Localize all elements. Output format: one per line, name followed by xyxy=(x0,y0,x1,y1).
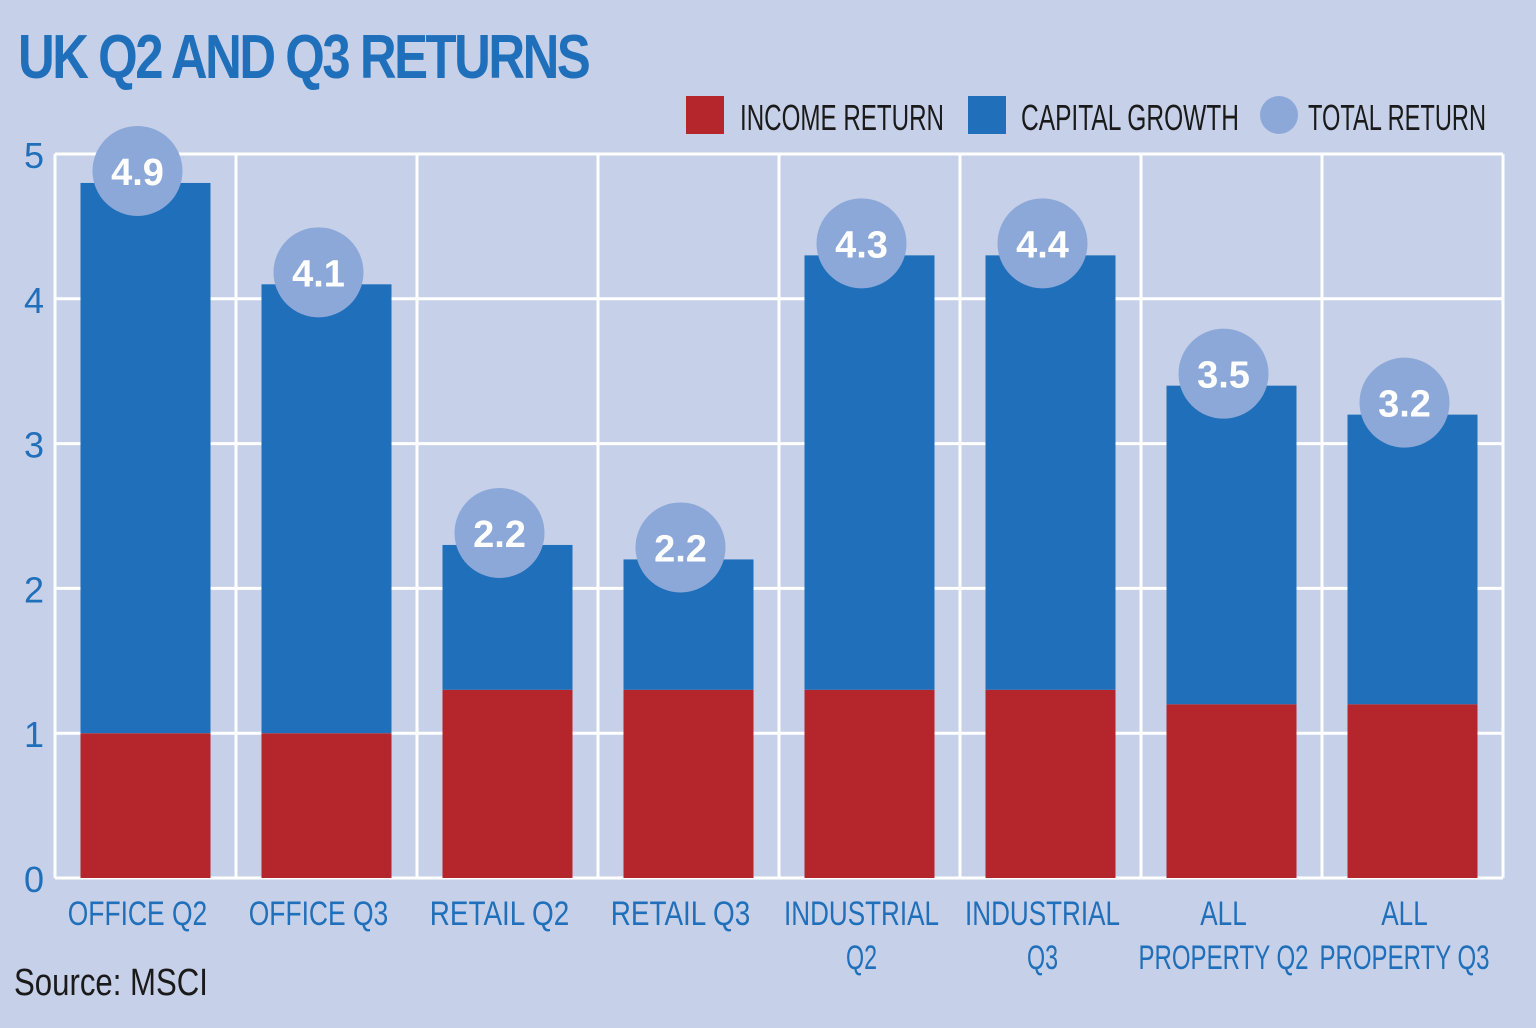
bar-capital-growth xyxy=(261,284,392,734)
y-tick-label: 5 xyxy=(24,135,44,176)
x-tick-label: ALL xyxy=(1200,895,1247,933)
x-tick-label: PROPERTY Q3 xyxy=(1320,939,1490,977)
bar-capital-growth xyxy=(985,255,1116,690)
total-return-marker xyxy=(1359,357,1450,448)
bar-income-return xyxy=(442,689,573,878)
legend: INCOME RETURN CAPITAL GROWTH TOTAL RETURN xyxy=(686,96,1486,138)
total-return-marker xyxy=(816,198,907,289)
legend-swatch-capital xyxy=(968,96,1006,134)
y-tick-label: 0 xyxy=(24,859,44,900)
chart-title: UK Q2 AND Q3 RETURNS xyxy=(18,23,591,92)
total-return-label: 3.5 xyxy=(1197,355,1250,397)
bars xyxy=(80,182,1478,878)
total-return-label: 4.9 xyxy=(111,152,164,194)
x-axis: OFFICE Q2 OFFICE Q3 RETAIL Q2 RETAIL Q3 INDU… xyxy=(68,895,1490,977)
bar-income-return xyxy=(985,689,1116,878)
x-tick-label: OFFICE Q3 xyxy=(249,895,389,933)
bar-income-return xyxy=(1166,704,1297,878)
total-return-label: 2.2 xyxy=(654,528,707,570)
legend-swatch-total xyxy=(1260,96,1298,134)
legend-swatch-income xyxy=(686,96,724,134)
y-tick-label: 4 xyxy=(24,280,44,321)
legend-label: CAPITAL GROWTH xyxy=(1021,97,1239,138)
legend-label: TOTAL RETURN xyxy=(1308,97,1486,138)
x-tick-label: RETAIL Q2 xyxy=(430,895,570,933)
total-return-marker xyxy=(454,487,545,578)
bar-capital-growth xyxy=(80,182,211,734)
total-return-marker xyxy=(92,125,183,216)
y-tick-label: 2 xyxy=(24,569,44,610)
x-tick-label: INDUSTRIAL xyxy=(965,895,1120,933)
bar-income-return xyxy=(261,733,392,878)
x-tick-label: INDUSTRIAL xyxy=(784,895,939,933)
total-return-label: 4.3 xyxy=(835,224,888,266)
total-return-label: 4.1 xyxy=(292,253,345,295)
y-axis: 0 1 2 3 4 5 xyxy=(24,135,44,900)
total-return-markers: 4.9 4.1 2.2 2.2 4.3 4.4 3.5 3.2 xyxy=(92,125,1450,593)
bar-income-return xyxy=(804,689,935,878)
source-note: Source: MSCI xyxy=(14,962,208,1004)
total-return-label: 3.2 xyxy=(1378,384,1431,426)
legend-label: INCOME RETURN xyxy=(740,97,944,138)
total-return-marker xyxy=(635,502,726,593)
x-tick-label: PROPERTY Q2 xyxy=(1139,939,1309,977)
bar-income-return xyxy=(623,689,754,878)
total-return-label: 4.4 xyxy=(1016,224,1069,266)
x-tick-label: Q2 xyxy=(846,939,877,977)
x-tick-label: RETAIL Q3 xyxy=(611,895,751,933)
y-tick-label: 3 xyxy=(24,425,44,466)
total-return-label: 2.2 xyxy=(473,514,526,556)
total-return-marker xyxy=(273,227,364,318)
total-return-marker xyxy=(1178,328,1269,419)
x-tick-label: ALL xyxy=(1381,895,1428,933)
total-return-marker xyxy=(997,198,1088,289)
x-tick-label: OFFICE Q2 xyxy=(68,895,208,933)
bar-income-return xyxy=(1347,704,1478,878)
x-tick-label: Q3 xyxy=(1027,939,1058,977)
bar-income-return xyxy=(80,733,211,878)
bar-capital-growth xyxy=(1166,385,1297,705)
y-tick-label: 1 xyxy=(24,714,44,755)
bar-capital-growth xyxy=(1347,414,1478,705)
bar-capital-growth xyxy=(804,255,935,690)
